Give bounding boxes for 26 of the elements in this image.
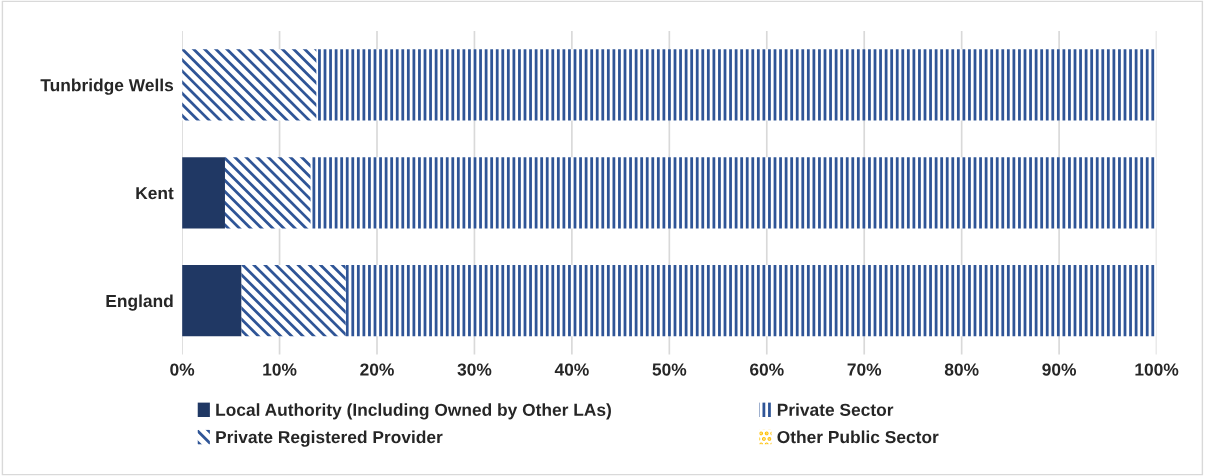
bar xyxy=(182,157,225,229)
bar xyxy=(310,157,1157,229)
x-tick-label: 90% xyxy=(1042,363,1077,376)
legend-label: Other Public Sector xyxy=(777,430,939,444)
x-tick-label: 30% xyxy=(457,363,492,376)
x-tick-label: 0% xyxy=(170,363,195,376)
x-tick-label: 60% xyxy=(750,363,784,376)
x-tick-label: 20% xyxy=(360,363,394,376)
x-tick-label: 80% xyxy=(944,363,979,376)
bar xyxy=(241,265,346,337)
x-tick-label: 50% xyxy=(652,363,687,376)
bar xyxy=(182,265,242,337)
y-tick-label: Kent xyxy=(136,187,174,200)
legend-label: Private Registered Provider xyxy=(216,430,443,447)
bar xyxy=(345,265,1157,337)
bar xyxy=(182,49,317,121)
bar xyxy=(224,157,311,229)
bar xyxy=(316,49,1157,121)
x-tick-label: 40% xyxy=(554,363,589,376)
legend-label: Private Sector xyxy=(777,403,894,416)
y-tick-label: Tunbridge Wells xyxy=(40,78,174,95)
legend-label: Local Authority (Including Owned by Other LAs) xyxy=(216,403,611,420)
x-tick-label: 70% xyxy=(847,363,882,376)
y-tick-label: England xyxy=(106,294,173,311)
x-tick-label: 100% xyxy=(1135,363,1179,376)
x-tick-label: 10% xyxy=(263,363,297,376)
